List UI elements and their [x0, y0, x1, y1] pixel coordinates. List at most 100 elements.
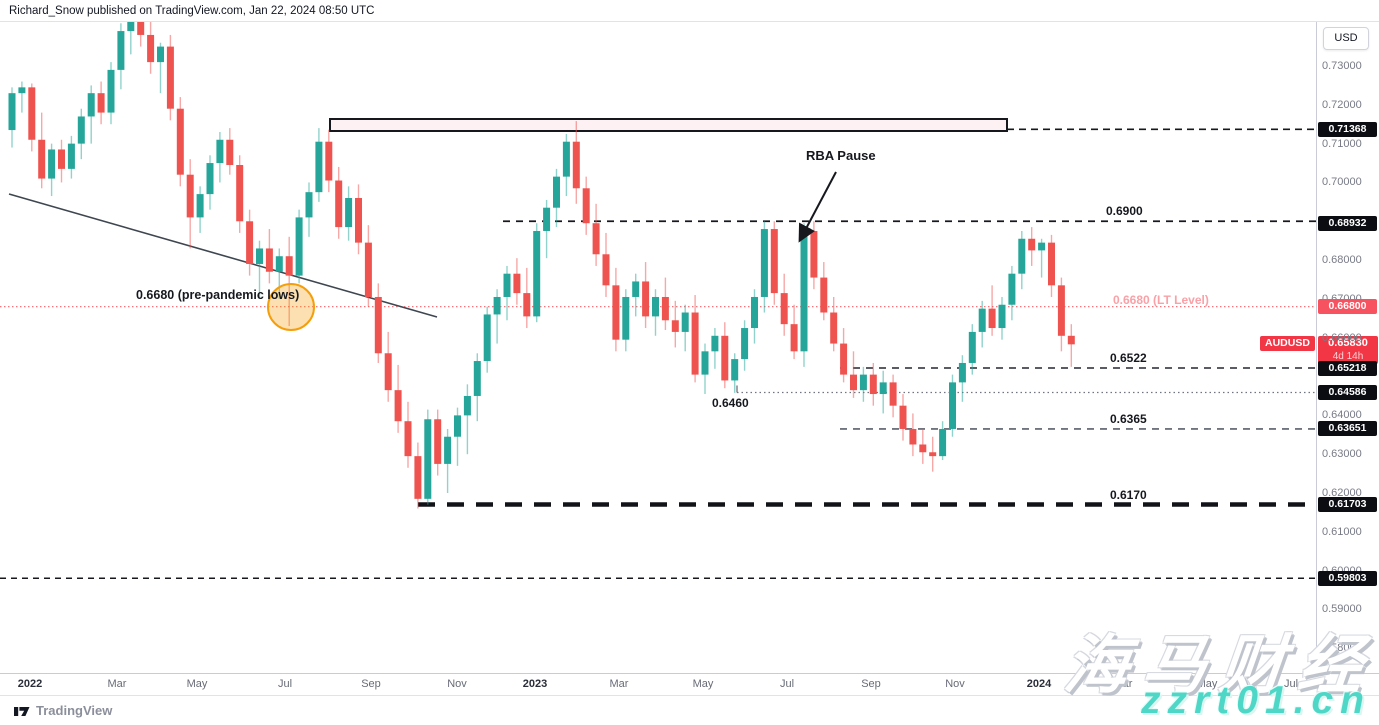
level-label: 0.6170 — [1110, 487, 1147, 502]
candle-body — [1008, 273, 1016, 305]
candle-body — [226, 139, 234, 165]
candle-body — [810, 230, 818, 278]
candle-body — [335, 180, 343, 228]
price-axis[interactable]: USD 0.65830 4d 14h 0.73000 0.72000 0.71000… — [1316, 22, 1379, 695]
candle-body — [38, 139, 46, 179]
candle-body — [632, 281, 640, 297]
candle-body — [384, 353, 392, 391]
time-label-month: Jul — [779, 678, 795, 690]
candle-body — [741, 328, 749, 360]
candle-body — [67, 143, 75, 169]
currency-toggle-button[interactable]: USD — [1323, 27, 1369, 50]
price-tick-label: 0.71000 — [1322, 137, 1362, 150]
candle-body — [840, 343, 848, 375]
candle-body — [879, 382, 887, 395]
time-axis[interactable]: 2022 Mar May Jul Sep Nov 2023 Mar May Jul Sep Nov 20… — [0, 673, 1379, 696]
time-label-month: Jul — [1283, 678, 1299, 690]
price-level-badge: 0.63651 — [1318, 421, 1377, 437]
candle-body — [790, 324, 798, 352]
candle-body — [592, 223, 600, 255]
candle-body — [196, 194, 204, 218]
candle-body — [721, 335, 729, 381]
candle-body — [454, 415, 461, 437]
time-label-month: Sep — [361, 678, 381, 690]
candle-body — [998, 304, 1006, 329]
candle-body — [364, 242, 372, 297]
candle-body — [28, 87, 36, 140]
candle-body — [434, 419, 442, 464]
last-price-value: 0.65830 — [1328, 337, 1368, 350]
candle-body — [572, 141, 580, 189]
candle-body — [295, 217, 303, 276]
candle-body — [523, 293, 531, 317]
price-level-badge: 0.66800 — [1318, 299, 1377, 315]
candle-body — [77, 116, 85, 144]
candle-body — [147, 34, 155, 63]
candle-body — [1067, 335, 1075, 345]
candle-body — [117, 31, 125, 70]
candle-body — [919, 444, 927, 453]
price-level-badge: 0.71368 — [1318, 121, 1377, 137]
candle-body — [770, 229, 778, 294]
candle-body — [1018, 238, 1026, 274]
candle-body — [533, 230, 541, 317]
price-tick-label: 0.72000 — [1322, 98, 1362, 111]
candle-body — [355, 197, 362, 243]
level-label: 0.6522 — [1110, 351, 1147, 366]
candle-body — [127, 19, 135, 32]
candle-body — [988, 308, 996, 329]
candle-body — [236, 164, 244, 222]
rba-arrow — [798, 171, 837, 243]
candle-body — [424, 419, 432, 499]
time-label-year: 2022 — [17, 678, 43, 690]
price-tick-label: 0.70000 — [1322, 176, 1362, 189]
candle-body — [483, 314, 491, 362]
candle-body — [612, 285, 620, 340]
candle-body — [978, 308, 986, 332]
time-label-month: May — [692, 678, 714, 690]
level-label: 0.6460 — [712, 396, 749, 411]
candle-body — [553, 176, 560, 208]
footer: TradingView — [0, 695, 1379, 725]
candle-body — [859, 374, 867, 391]
candle-body — [780, 293, 788, 325]
resistance-zone-box[interactable] — [329, 118, 1008, 132]
candle-body — [206, 163, 214, 195]
candle-body — [493, 296, 501, 315]
price-level-badge: 0.64586 — [1318, 385, 1377, 401]
attribution-text: Richard_Snow published on TradingView.co… — [9, 5, 375, 17]
candle-body — [285, 256, 293, 276]
time-label-year: 2024 — [1026, 678, 1052, 690]
time-label-month: May — [1196, 678, 1218, 690]
price-level-badge: 0.65218 — [1318, 360, 1377, 376]
candle-body — [602, 254, 610, 286]
candle-body — [48, 149, 56, 179]
price-tick-label: 0.62000 — [1322, 487, 1362, 500]
candle-body — [246, 221, 254, 264]
price-tick-label: 0.66000 — [1322, 331, 1362, 344]
annotation-pre-pandemic-lows: 0.6680 (pre-pandemic lows) — [136, 288, 300, 302]
time-label-month: Jul — [277, 678, 293, 690]
candle-body — [216, 139, 224, 164]
candle-body — [1057, 285, 1065, 336]
candle-body — [830, 312, 838, 344]
candle-body — [404, 421, 412, 457]
candle-body — [8, 93, 16, 131]
candle-body — [444, 436, 452, 464]
price-level-badge: 0.59803 — [1318, 570, 1377, 586]
candle-body — [711, 335, 719, 352]
candle-body — [414, 456, 422, 499]
candle-body — [1038, 242, 1046, 251]
candle-body — [661, 296, 669, 321]
candle-body — [87, 93, 95, 117]
candle-body — [681, 312, 689, 332]
price-tick-label: 0.59000 — [1322, 603, 1362, 616]
time-label-month: Mar — [609, 678, 629, 690]
candle-body — [275, 256, 283, 272]
tradingview-brand[interactable]: TradingView — [36, 703, 113, 718]
candle-body — [869, 374, 877, 395]
candle-body — [899, 405, 907, 429]
candle-body — [622, 296, 630, 340]
